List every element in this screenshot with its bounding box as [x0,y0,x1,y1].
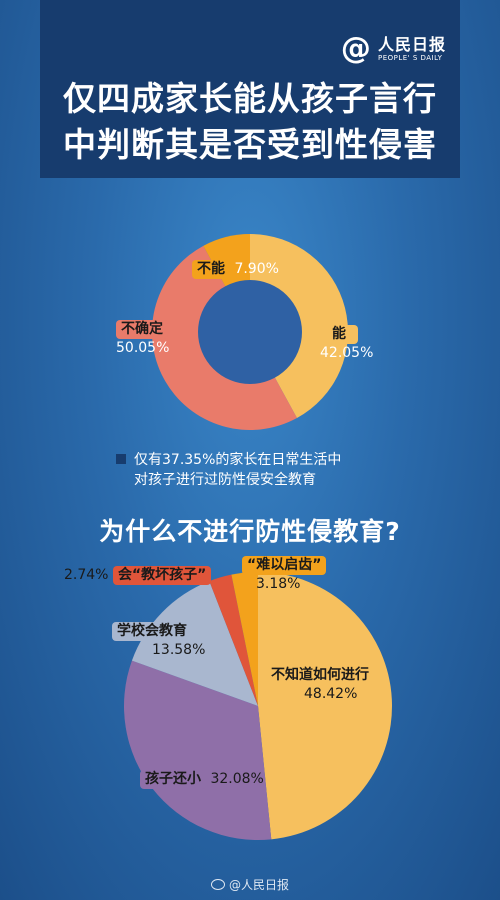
donut-tag-uncertain: 不确定 [116,320,168,339]
donut-tag-cannot: 不能 [192,260,230,279]
pie-label-unknown: 不知道如何进行 48.42% [266,666,374,703]
donut-label-cannot: 不能 7.90% [192,260,279,279]
donut-label-uncertain: 不确定 50.05% [116,320,169,357]
pie-chart [124,572,392,840]
pie-tag-corrupt: 会“教坏孩子” [112,566,212,585]
pie-slice-4 [231,572,258,706]
pie-tag-unknown: 不知道如何进行 [266,666,374,685]
note-line-2: 对孩子进行过防性侵安全教育 [134,472,316,488]
pie-tag-young: 孩子还小 [140,770,206,789]
pie-tag-school: 学校会教育 [112,622,192,641]
pie-value-corrupt: 2.74% [64,567,109,583]
pie-label-school: 学校会教育 13.58% [112,622,205,659]
pie-slice-2 [131,581,258,706]
pie-title: 为什么不进行防性侵教育? [99,517,401,546]
pie-slice-0 [258,572,392,840]
page-title-line-2: 中判断其是否受到性侵害 [63,125,437,164]
donut-note: 仅有37.35%的家长在日常生活中 对孩子进行过防性侵安全教育 [116,450,341,490]
pie-label-young: 孩子还小 32.08% [140,770,264,789]
donut-value-uncertain: 50.05% [116,340,170,356]
pie-value-young: 32.08% [210,771,264,787]
pie-value-embarrass: 3.18% [256,576,301,592]
pie-label-corrupt: 2.74% 会“教坏孩子” [64,566,212,585]
donut-chart [151,234,348,431]
pie-tag-embarrass: “难以启齿” [242,556,327,575]
people-daily-logo: @ 人民日报 PEOPLE' S DAILY [341,34,446,64]
page-title-line-1: 仅四成家长能从孩子言行 [63,79,437,118]
logo-subtitle: PEOPLE' S DAILY [377,54,443,62]
donut-value-cannot: 7.90% [234,261,279,277]
logo-name: 人民日报 [377,35,446,54]
pie-slice-1 [124,660,272,840]
weibo-icon [210,879,225,890]
donut-hole [198,280,302,384]
note-bullet-icon [116,454,126,464]
pie-slice-3 [209,574,258,706]
note-line-1: 仅有37.35%的家长在日常生活中 [134,452,342,468]
pie-value-school: 13.58% [152,642,206,658]
donut-tag-can: 能 [320,325,358,344]
title-panel: @ 人民日报 PEOPLE' S DAILY 仅四成家长能从孩子言行 中判断其是… [40,0,460,178]
footer-credit: @人民日报 [0,876,500,893]
donut-value-can: 42.05% [320,345,374,361]
logo-at-symbol: @ [340,31,371,66]
donut-label-can: 能 42.05% [320,325,373,362]
pie-label-embarrass: “难以启齿” 3.18% [242,556,327,593]
footer-text: @人民日报 [228,878,289,892]
pie-value-unknown: 48.42% [304,686,358,702]
